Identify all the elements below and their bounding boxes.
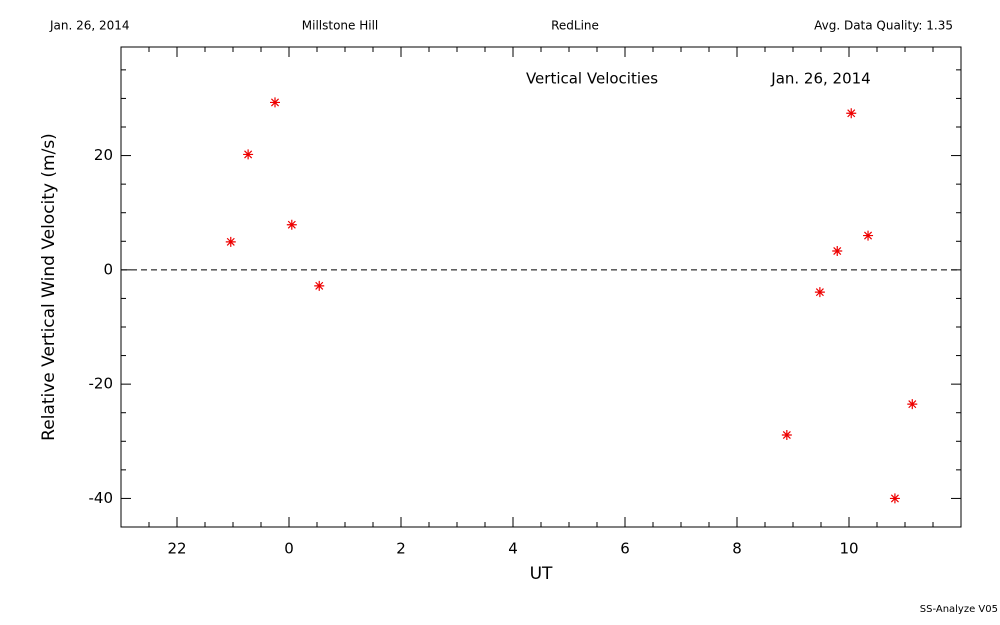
x-tick-label: 10 [839,540,858,558]
footer: SS-Analyze V05 [920,604,998,615]
point [907,399,918,410]
x-tick-label: 8 [732,540,742,558]
chart-subtitle: Jan. 26, 2014 [770,70,870,88]
y-axis-label: Relative Vertical Wind Velocity (m/s) [39,133,59,441]
plot-frame [120,46,962,528]
point [270,97,280,108]
x-tick-label: 4 [508,540,518,558]
y-tick-label: 20 [94,146,113,164]
point [781,430,792,440]
x-axis-label: UT [530,564,553,584]
header-quality: Avg. Data Quality: 1.35 [814,19,953,33]
point [846,108,857,119]
x-tick-label: 6 [620,540,630,558]
point [832,246,843,256]
point [225,236,236,247]
header-line: RedLine [551,19,599,33]
header-date: Jan. 26, 2014 [49,19,130,33]
point [814,287,825,298]
chart-title: Vertical Velocities [526,70,658,88]
y-tick-label: 0 [103,260,113,278]
point [889,493,900,504]
y-tick-label: -40 [89,489,114,507]
point [286,219,297,230]
point [243,149,254,160]
x-tick-label: 22 [167,540,186,558]
y-tick-label: -20 [89,375,114,393]
point [314,280,325,291]
x-tick-label: 2 [396,540,406,558]
x-tick-label: 0 [284,540,294,558]
header-site: Millstone Hill [302,19,378,33]
point [863,230,874,241]
